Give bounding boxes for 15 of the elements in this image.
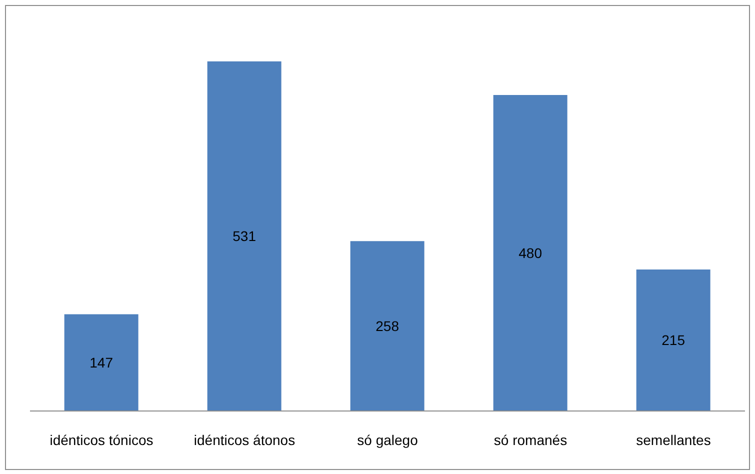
- x-tick-label: idénticos átonos: [194, 432, 296, 448]
- data-label: 480: [518, 244, 542, 261]
- x-tick-label: só galego: [357, 432, 418, 448]
- x-tick-label: semellantes: [636, 432, 711, 448]
- data-label: 215: [662, 332, 686, 348]
- bar: [636, 269, 710, 411]
- bar: [207, 61, 282, 411]
- bar: [64, 314, 138, 411]
- x-tick-label: só romanés: [494, 432, 568, 448]
- bar: [493, 95, 568, 411]
- data-label: 147: [90, 354, 114, 371]
- bar: [350, 241, 424, 411]
- x-tick-label: idénticos tónicos: [50, 432, 154, 448]
- data-label: 258: [376, 318, 400, 334]
- data-label: 531: [232, 228, 256, 244]
